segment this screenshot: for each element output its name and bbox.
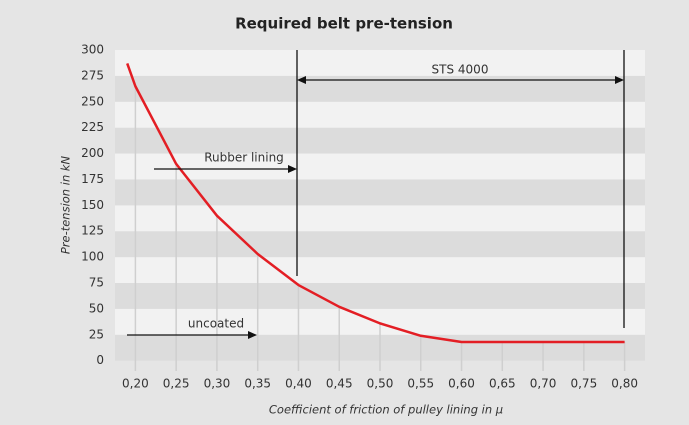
y-tick-label: 150 xyxy=(81,198,104,212)
y-tick-label: 50 xyxy=(89,301,104,315)
annotation: Rubber lining xyxy=(204,151,284,165)
annotation-shapes xyxy=(127,50,625,339)
x-tick-label: 0,40 xyxy=(285,377,312,391)
y-tick-label: 175 xyxy=(81,172,104,186)
grid-band xyxy=(115,101,645,128)
arrow-head xyxy=(248,331,257,339)
arrow-head xyxy=(288,165,297,173)
x-tick-label: 0,35 xyxy=(244,377,271,391)
grid-band xyxy=(115,282,645,309)
x-tick-label: 0,30 xyxy=(204,377,231,391)
x-tick-label: 0,75 xyxy=(570,377,597,391)
y-tick-label: 275 xyxy=(81,68,104,82)
chart-title: Required belt pre-tension xyxy=(235,15,453,33)
x-tick-label: 0,50 xyxy=(367,377,394,391)
x-tick-label: 0,55 xyxy=(407,377,434,391)
x-tick-label: 0,65 xyxy=(489,377,516,391)
grid-band xyxy=(115,257,645,283)
x-tick-label: 0,80 xyxy=(611,377,638,391)
y-tick-label: 25 xyxy=(89,327,104,341)
x-tick-label: 0,20 xyxy=(122,377,149,391)
y-tick-label: 300 xyxy=(81,43,104,57)
y-tick-label: 225 xyxy=(81,120,104,134)
annotation: STS 4000 xyxy=(432,63,489,77)
x-tick-label: 0,60 xyxy=(448,377,475,391)
y-tick-label: 125 xyxy=(81,224,104,238)
y-tick-label: 100 xyxy=(81,250,104,264)
data-line xyxy=(126,63,625,344)
grid-band xyxy=(115,127,645,154)
annotation: uncoated xyxy=(188,317,244,331)
grid-band xyxy=(115,153,645,180)
y-tick-label: 250 xyxy=(81,94,104,108)
y-tick-label: 200 xyxy=(81,146,104,160)
x-tick-label: 0,25 xyxy=(163,377,190,391)
y-tick-label: 0 xyxy=(96,353,104,367)
grid-band xyxy=(115,179,645,206)
x-axis-label: Coefficient of friction of pulley lining… xyxy=(269,403,503,417)
grid-band xyxy=(115,205,645,232)
x-tick-label: 0,70 xyxy=(530,377,557,391)
y-tick-label: 75 xyxy=(89,275,104,289)
x-tick-label: 0,45 xyxy=(326,377,353,391)
y-axis-label: Pre-tension in kN xyxy=(59,155,73,254)
grid-band xyxy=(115,50,645,76)
grid-band xyxy=(115,231,645,258)
